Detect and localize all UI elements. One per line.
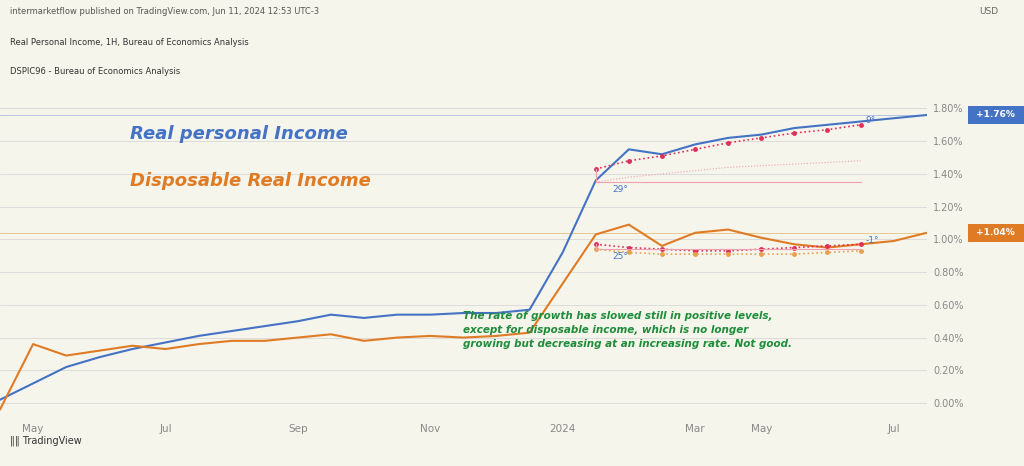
Text: -1°: -1° [865,236,879,245]
Text: 25°: 25° [612,252,628,261]
Text: USD: USD [979,7,998,16]
Text: The rate of growth has slowed still in positive levels,
except for disposable in: The rate of growth has slowed still in p… [463,311,793,349]
Text: ‖‖ TradingView: ‖‖ TradingView [10,435,82,445]
Text: +1.76%: +1.76% [977,110,1015,119]
Text: +1.04%: +1.04% [977,228,1015,237]
Text: Disposable Real Income: Disposable Real Income [130,172,371,190]
Text: DSPIC96 - Bureau of Economics Analysis: DSPIC96 - Bureau of Economics Analysis [10,67,180,76]
Text: 29°: 29° [612,185,628,194]
Text: Real Personal Income, 1H, Bureau of Economics Analysis: Real Personal Income, 1H, Bureau of Econ… [10,38,249,47]
Text: Real personal Income: Real personal Income [130,125,347,143]
Text: 9°: 9° [865,116,876,125]
Text: intermarketflow published on TradingView.com, Jun 11, 2024 12:53 UTC-3: intermarketflow published on TradingView… [10,7,319,16]
